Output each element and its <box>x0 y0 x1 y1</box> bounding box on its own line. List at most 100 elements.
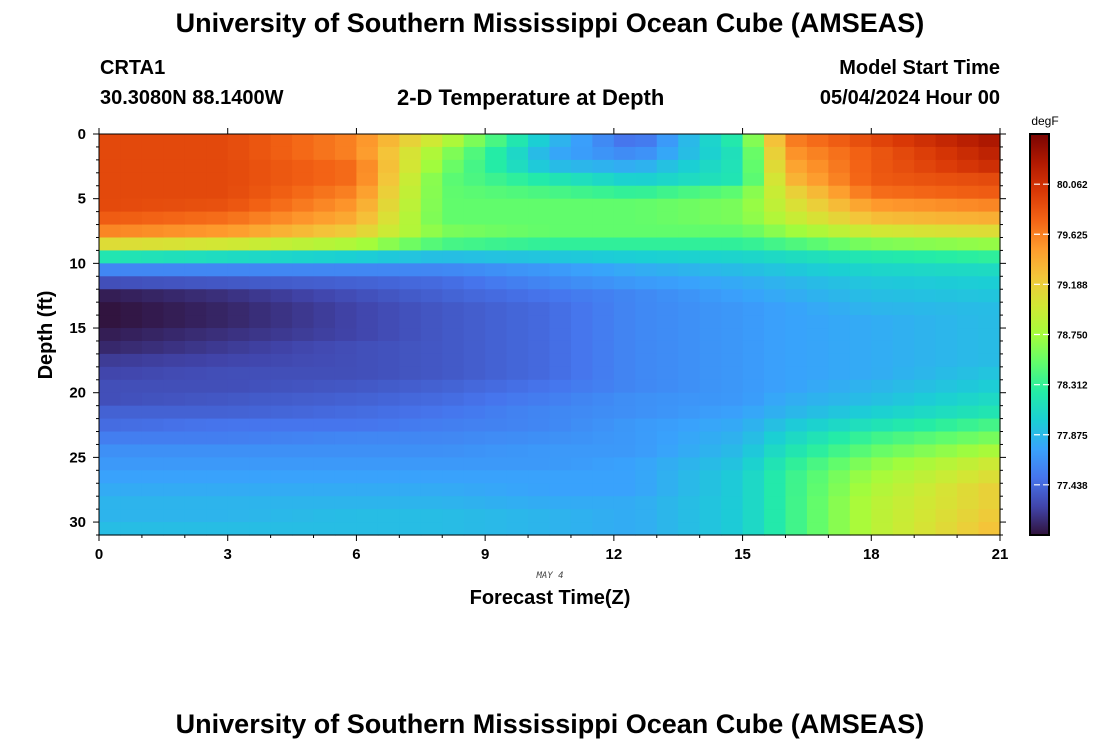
heatmap-cell <box>914 522 937 536</box>
heatmap-cell <box>635 496 658 510</box>
heatmap-cell <box>914 366 937 381</box>
heatmap-cell <box>849 134 872 148</box>
heatmap-cell <box>334 392 358 407</box>
heatmap-cell <box>592 392 615 407</box>
heatmap-cell <box>377 237 400 252</box>
heatmap-cell <box>806 509 829 523</box>
heatmap-cell <box>678 159 701 174</box>
heatmap-cell <box>463 444 486 458</box>
heatmap-cell <box>892 159 915 174</box>
heatmap-cell <box>528 431 551 446</box>
heatmap-cell <box>377 379 400 394</box>
heatmap-cell <box>292 134 315 148</box>
heatmap-cell <box>849 353 872 368</box>
heatmap-cell <box>892 353 915 368</box>
heatmap-cell <box>806 366 829 381</box>
heatmap-cell <box>978 276 1001 290</box>
heatmap-cell <box>463 405 486 420</box>
heatmap-cell <box>892 211 915 226</box>
heatmap-cell <box>184 496 207 510</box>
heatmap-cell <box>892 172 915 187</box>
heatmap-cell <box>485 211 508 226</box>
heatmap-cell <box>871 509 894 523</box>
heatmap-cell <box>656 457 679 471</box>
heatmap-cell <box>120 211 143 226</box>
heatmap-cell <box>227 315 250 329</box>
heatmap-cell <box>442 418 465 433</box>
heatmap-cell <box>721 185 744 200</box>
heatmap-cell <box>935 134 958 148</box>
heatmap-cell <box>828 483 851 497</box>
heatmap-cell <box>849 496 872 510</box>
heatmap-cell <box>549 366 572 381</box>
heatmap-cell <box>442 185 465 200</box>
heatmap-cell <box>978 405 1001 420</box>
heatmap-cell <box>871 470 894 484</box>
heatmap-cell <box>463 159 486 174</box>
heatmap-cell <box>699 405 722 420</box>
heatmap-cell <box>721 289 744 303</box>
heatmap-cell <box>313 457 336 471</box>
heatmap-cell <box>678 302 701 316</box>
heatmap-cell <box>227 470 250 484</box>
heatmap-cell <box>613 418 636 433</box>
heatmap-cell <box>570 159 593 174</box>
heatmap-cell <box>141 405 164 420</box>
heatmap-cell <box>785 379 808 394</box>
heatmap-cell <box>356 483 379 497</box>
heatmap-cell <box>549 353 572 368</box>
heatmap-cell <box>721 134 744 148</box>
heatmap-cell <box>892 431 915 446</box>
heatmap-cell <box>935 302 958 316</box>
heatmap-cell <box>570 134 593 148</box>
heatmap-cell <box>184 185 207 200</box>
heatmap-cell <box>678 366 701 381</box>
heatmap-cell <box>957 198 980 213</box>
heatmap-cell <box>613 509 636 523</box>
heatmap-cell <box>313 496 336 510</box>
heatmap-cell <box>892 405 915 420</box>
heatmap-cell <box>785 211 808 226</box>
heatmap-cell <box>463 431 486 446</box>
heatmap-cell <box>120 353 143 368</box>
heatmap-cell <box>635 159 658 174</box>
heatmap-cell <box>163 224 186 239</box>
heatmap-cell <box>399 224 422 239</box>
heatmap-cell <box>935 405 958 420</box>
heatmap-cell <box>635 211 658 226</box>
heatmap-cell <box>463 237 486 252</box>
heatmap-cell <box>270 263 293 277</box>
heatmap-cell <box>957 276 980 290</box>
heatmap-cell <box>270 509 293 523</box>
heatmap-cell <box>420 405 443 420</box>
heatmap-cell <box>420 250 443 264</box>
heatmap-cell <box>442 289 465 303</box>
heatmap-cell <box>356 444 379 458</box>
heatmap-cell <box>163 457 186 471</box>
heatmap-cell <box>721 172 744 187</box>
heatmap-cell <box>334 198 358 213</box>
heatmap-cell <box>270 457 293 471</box>
heatmap-cell <box>592 159 615 174</box>
heatmap-cell <box>635 353 658 368</box>
heatmap-cell <box>292 366 315 381</box>
heatmap-cell <box>99 134 122 148</box>
heatmap-cell <box>120 431 143 446</box>
heatmap-cell <box>635 134 658 148</box>
heatmap-cell <box>656 496 679 510</box>
heatmap-cell <box>399 509 422 523</box>
heatmap-cell <box>528 185 551 200</box>
heatmap-cell <box>806 431 829 446</box>
heatmap-cell <box>356 302 379 316</box>
heatmap-cell <box>656 302 679 316</box>
heatmap-cell <box>914 198 937 213</box>
heatmap-cell <box>206 159 229 174</box>
heatmap-cell <box>978 159 1001 174</box>
heatmap-cell <box>699 237 722 252</box>
heatmap-cell <box>356 353 379 368</box>
heatmap-cell <box>120 315 143 329</box>
heatmap-cell <box>292 392 315 407</box>
heatmap-cell <box>828 405 851 420</box>
heatmap-cell <box>785 457 808 471</box>
heatmap-cell <box>978 483 1001 497</box>
